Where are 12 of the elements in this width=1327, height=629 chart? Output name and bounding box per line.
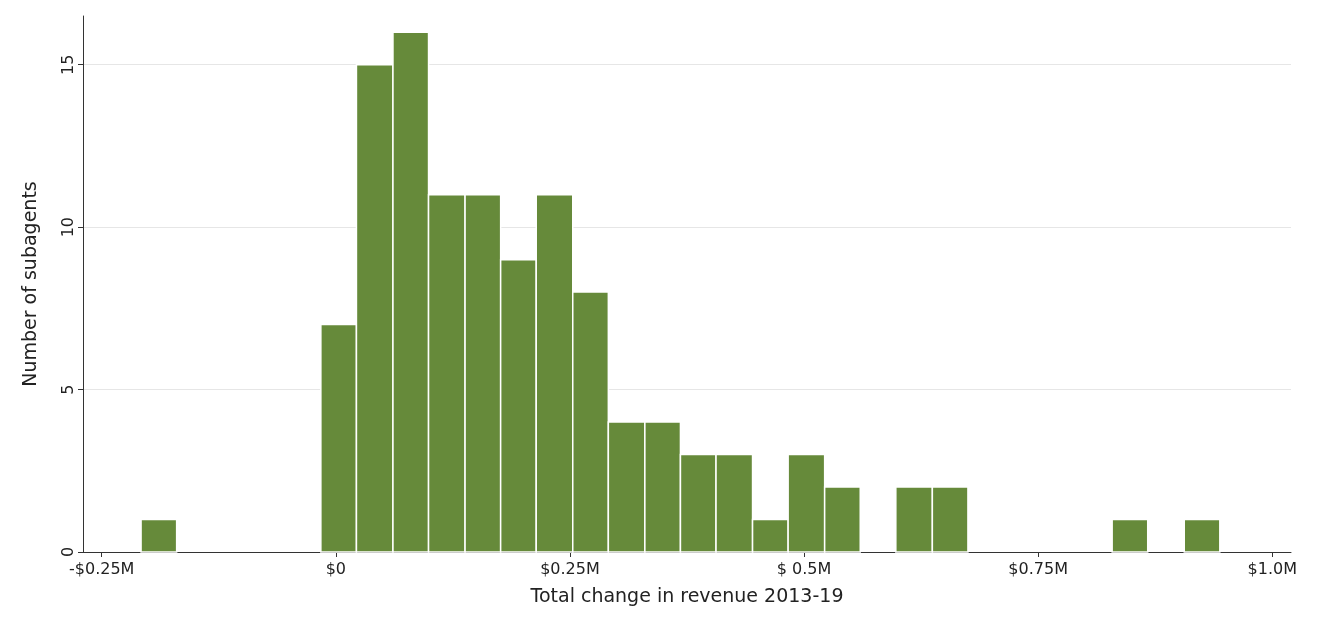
- y-tick-label: 10: [57, 216, 77, 238]
- y-axis-title: Number of subagents: [17, 181, 40, 387]
- x-tick-label: $1.0M: [1247, 558, 1297, 578]
- x-axis-title: Total change in revenue 2013-19: [529, 583, 844, 606]
- x-tick-label: -$0.25M: [69, 558, 135, 578]
- x-tick-label: $0: [325, 558, 347, 578]
- x-tick-label: $ 0.5M: [776, 558, 832, 578]
- y-tick-label: 0: [57, 546, 77, 558]
- y-tick-label: 5: [57, 384, 77, 395]
- x-tick-label: $0.75M: [1008, 558, 1068, 578]
- x-tick-label: $0.25M: [540, 558, 600, 578]
- y-tick-label: 15: [57, 54, 77, 75]
